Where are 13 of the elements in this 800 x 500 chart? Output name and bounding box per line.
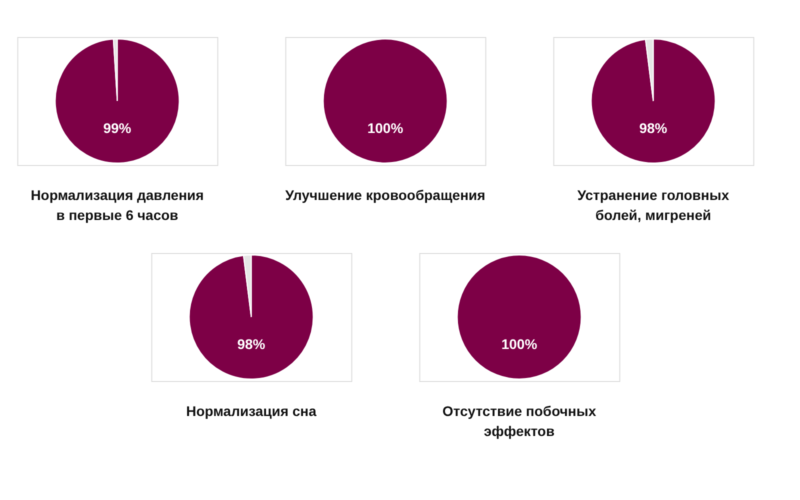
text: Нормализация сна bbox=[186, 403, 317, 419]
data-label: 99% bbox=[103, 120, 132, 136]
data-label: 98% bbox=[237, 336, 266, 352]
text: Улучшение кровообращения bbox=[285, 187, 486, 203]
pie-slice bbox=[54, 38, 180, 164]
data-label: 100% bbox=[367, 120, 404, 136]
text: Нормализация давления в первые 6 часов bbox=[30, 187, 204, 223]
text: Отсутствие побочных эффектов bbox=[442, 403, 596, 439]
pie-slice bbox=[590, 38, 716, 164]
text: Устранение головных болей, мигреней bbox=[577, 187, 730, 223]
pie-slice bbox=[188, 254, 314, 380]
data-label: 98% bbox=[639, 120, 668, 136]
data-label: 100% bbox=[501, 336, 538, 352]
